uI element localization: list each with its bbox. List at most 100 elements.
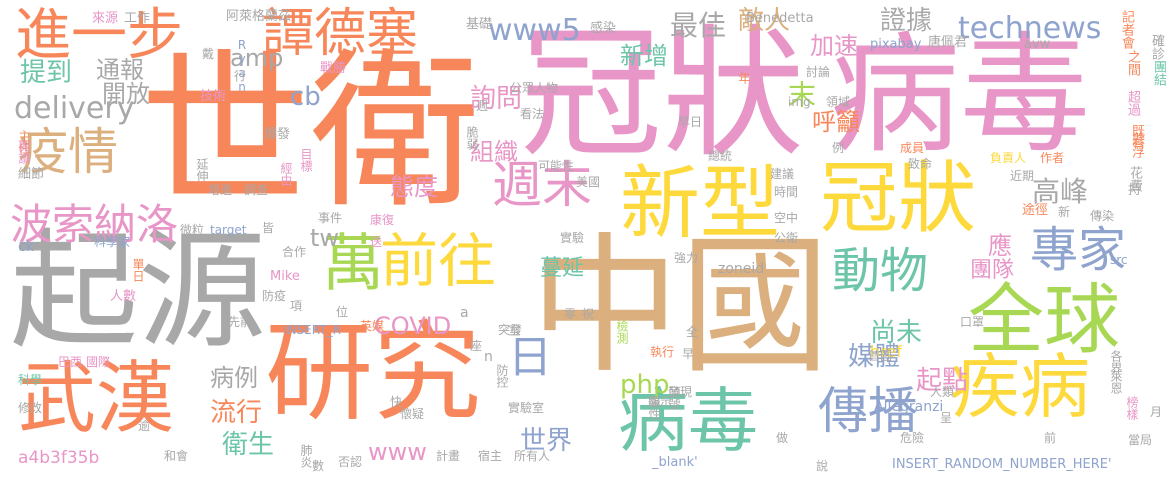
word-86: 延伸 [195,158,209,182]
word-1: 冠狀 [520,12,804,177]
word-173: 月 [1150,405,1163,419]
word-91: 經由 [279,162,293,186]
word-76: 既有 [1129,124,1144,150]
word-119: 防控 [495,364,509,388]
word-180: n [484,349,493,365]
word-21: 萬 [311,230,384,292]
word-129: 檢測 [615,320,629,344]
word-12: 進一步 [15,3,183,68]
word-59: INSERT_RANDOM_NUMBER_HERE' [892,457,1112,472]
word-93: target [210,223,247,237]
word-160: 新 [1058,205,1071,219]
word-47: 媒體 [848,342,901,372]
word-168: 呈 [940,411,953,425]
word-140: 建議 [770,167,795,181]
word-29: 通報 [96,56,144,84]
word-183: 脆弱 [465,126,479,150]
word-85: 細節 [18,167,45,182]
word-53: 衛生 [222,430,275,460]
word-130: 零 [564,307,577,321]
word-83: 主任 [17,130,31,154]
word-52: 流行 [210,398,263,428]
word-150: 領域 [826,95,851,109]
word-62: Benedetta [746,11,814,26]
word-89: 爆發 [264,127,291,142]
word-107: 巴西 [58,355,83,369]
word-113: 和會 [164,449,189,463]
word-120: 實驗室 [508,401,545,415]
word-148: 例 [832,141,845,155]
word-92: 微粒 [180,223,205,237]
word-124: 顯示 [648,395,673,409]
word-48: 起點 [916,366,969,396]
word-69: 感染 [590,21,617,36]
word-108: 國際 [86,355,111,369]
word-36: 詢問 [470,84,523,114]
word-27: 證據 [880,6,933,36]
word-25: 最佳 [670,9,727,42]
word-43: 蔓延 [540,256,585,281]
word-111: 修改 [18,401,43,415]
word-100: 科學家 [94,235,131,249]
word-17: 波索納洛 [10,200,179,249]
word-80: Ryan [235,38,249,94]
word-146: 早日 [678,115,703,129]
word-6: 新型 [620,157,780,250]
word-134: 全 [686,325,699,339]
word-156: 致命 [908,157,933,171]
word-84: 閱讀 [17,140,31,164]
word-77: 懸浮 [1129,132,1144,158]
word-65: 阿萊格蘭茲 [226,9,292,24]
word-61: zoneid [718,261,765,277]
word-126: 發現 [668,385,693,399]
word-28: amp [230,44,284,72]
word-137: 空中 [774,211,799,225]
word-15: 疫情 [18,123,118,181]
word-39: 高峰 [1032,175,1089,208]
word-55: www [368,438,427,466]
word-31: 開放 [102,80,150,108]
word-18: 專家 [1030,222,1127,278]
word-169: 危險 [900,431,925,445]
word-165: 萊恩 [1109,370,1123,394]
word-73: 之間 [1125,50,1140,76]
word-170: 做 [776,431,789,445]
word-90: 目標 [299,148,313,172]
word-153: 成員 [900,141,925,155]
word-121: 計畫 [436,449,461,463]
word-50: php [620,370,670,400]
word-71: 記者會 [1119,10,1134,49]
word-135: 強力 [674,251,699,265]
word-118: 快 [390,395,403,409]
word-157: 近期 [1010,169,1035,183]
word-20: 動物 [832,243,929,299]
word-144: 可能性 [538,159,575,173]
word-14: 前往 [380,227,497,295]
word-128: 執行 [650,345,675,359]
word-41: 組織 [470,138,518,166]
word-182: 週 [476,99,489,113]
word-125: 陽性 [647,396,661,420]
word-117: 懷疑 [400,407,425,421]
word-116: 數 [312,459,325,473]
word-98: 送 [370,235,383,249]
word-87: 增進 [208,183,233,197]
word-78: 花費 [1127,166,1142,192]
word-94: 皆 [262,221,275,235]
word-145: 美國 [576,175,601,189]
word-123: 所有人 [514,449,551,463]
word-106: 先前 [228,315,253,329]
word-63: pixabay [870,37,922,52]
word-45: 團隊 [970,258,1015,283]
word-38: 末 [784,80,817,108]
word-66: 來源 [92,11,119,26]
word-162: 口罩 [960,315,985,329]
word-13: 譚德塞 [262,4,419,64]
word-24: www5 [488,13,581,48]
word-3: 中國 [530,220,831,394]
word-152: 年 [737,72,751,84]
word-11: 武漢 [18,354,175,444]
word-19: 傳播 [818,382,918,440]
word-109: 科學 [18,373,43,387]
